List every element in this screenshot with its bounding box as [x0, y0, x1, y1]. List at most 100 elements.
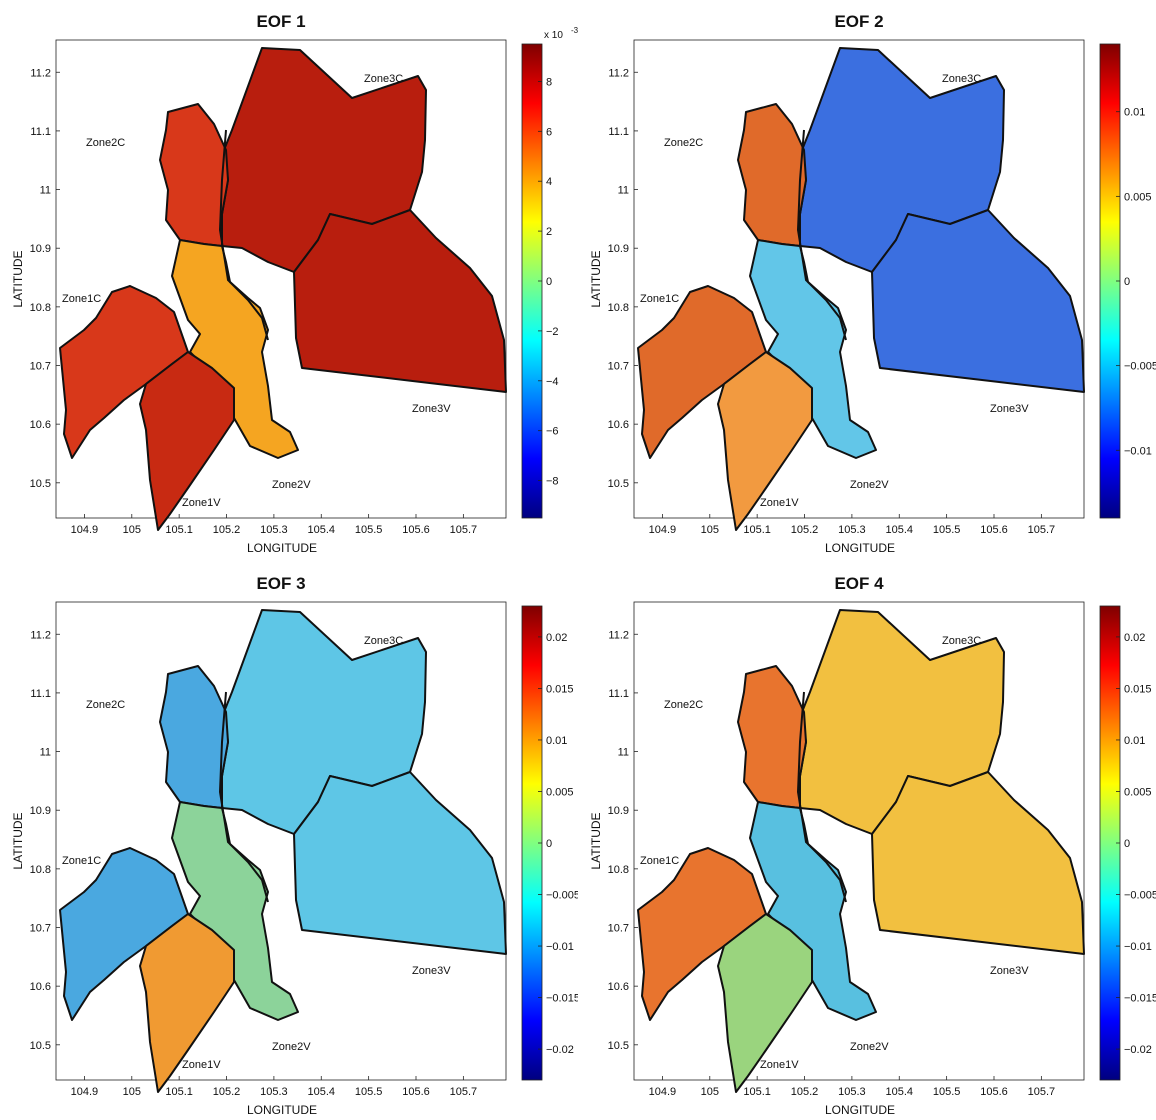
colorbar-tick-label: 0	[1124, 838, 1130, 850]
y-tick-label: 10.6	[608, 419, 629, 431]
zone-label: Zone1V	[182, 1059, 221, 1071]
colorbar-tick-label: 0.01	[546, 735, 567, 747]
colorbar-tick-label: −0.02	[546, 1044, 574, 1056]
y-tick-label: 10.9	[30, 805, 51, 817]
colorbar-tick-label: −8	[546, 476, 559, 488]
x-tick-label: 105.1	[743, 1086, 771, 1098]
x-tick-label: 105	[123, 1086, 141, 1098]
zone-label: Zone1C	[62, 855, 101, 867]
colorbar-tick-label: 0	[1124, 276, 1130, 288]
zone-region-east	[871, 771, 1085, 955]
eof-map-2: EOF 2 Zone3C Zone2C Zone1C Zone3V Zone2V Zone1…	[589, 12, 1156, 555]
zone-region-west	[737, 103, 807, 247]
zone-region-west	[159, 103, 229, 247]
eof-map-3: EOF 3 Zone3C Zone2C Zone1C Zone3V Zone2V Zone1…	[11, 574, 578, 1117]
x-tick-label: 105	[701, 1086, 719, 1098]
colorbar-tick-label: 6	[546, 126, 552, 138]
y-tick-label: 10.5	[608, 478, 629, 490]
y-tick-label: 11	[40, 185, 51, 197]
y-tick-label: 11.2	[30, 67, 51, 79]
zone-region-midwest	[749, 801, 877, 1021]
y-tick-label: 10.5	[608, 1040, 629, 1052]
zone-label: Zone1C	[640, 855, 679, 867]
colorbar-tick-label: 0.015	[1124, 683, 1152, 695]
colorbar-tick-label: −0.01	[1124, 941, 1152, 953]
zone-label: Zone3V	[412, 403, 451, 415]
zone-region-east	[293, 771, 507, 955]
y-tick-label: 10.7	[30, 923, 51, 935]
zone-region-south	[717, 913, 813, 1093]
y-tick-label: 10.5	[30, 478, 51, 490]
x-tick-label: 104.9	[649, 1086, 677, 1098]
x-tick-label: 105.4	[885, 524, 913, 536]
zone-region-south	[139, 351, 235, 531]
x-tick-label: 105.6	[980, 524, 1008, 536]
colorbar-tick-label: 0	[546, 838, 552, 850]
panel-title: EOF 3	[256, 574, 305, 593]
x-tick-label: 105.5	[933, 524, 961, 536]
y-axis-label: LATITUDE	[11, 250, 25, 307]
zone-label: Zone2C	[86, 699, 125, 711]
x-tick-label: 105.6	[402, 1086, 430, 1098]
panel-title: EOF 2	[834, 12, 883, 31]
x-tick-label: 105.6	[980, 1086, 1008, 1098]
colorbar-tick-label: 0.005	[1124, 786, 1152, 798]
axes-frame	[55, 601, 507, 1081]
panel-title: EOF 4	[834, 574, 884, 593]
y-tick-label: 10.8	[608, 864, 629, 876]
y-tick-label: 10.7	[608, 923, 629, 935]
y-tick-label: 11.1	[30, 688, 51, 700]
zone-label: Zone1C	[640, 293, 679, 305]
zone-label: Zone2C	[86, 137, 125, 149]
x-axis-label: LONGITUDE	[825, 541, 895, 555]
x-tick-label: 105.6	[402, 524, 430, 536]
y-tick-label: 10.7	[30, 361, 51, 373]
zone-label: Zone1C	[62, 293, 101, 305]
x-tick-label: 105.2	[791, 524, 819, 536]
x-tick-label: 105.5	[355, 524, 383, 536]
colorbar-tick-label: 0.01	[1124, 735, 1145, 747]
panel-title: EOF 1	[256, 12, 305, 31]
colorbar-tick-label: −0.02	[1124, 1044, 1152, 1056]
river-line	[796, 691, 847, 903]
x-tick-label: 105.4	[885, 1086, 913, 1098]
zone-label: Zone2C	[664, 137, 703, 149]
zone-label: Zone1V	[182, 497, 221, 509]
y-axis-label: LATITUDE	[589, 250, 603, 307]
x-tick-label: 104.9	[71, 1086, 99, 1098]
y-tick-label: 10.6	[30, 981, 51, 993]
x-tick-label: 105.3	[838, 524, 866, 536]
eof-panel-1: EOF 1 Zone3C Zone2C Zone1C Zone3V Zone2V Zone1…	[0, 0, 578, 558]
zone-label: Zone1V	[760, 497, 799, 509]
x-tick-label: 104.9	[71, 524, 99, 536]
y-tick-label: 11.1	[30, 126, 51, 138]
colorbar-tick-label: 2	[546, 226, 552, 238]
x-tick-label: 105.4	[307, 524, 335, 536]
y-tick-label: 10.9	[608, 243, 629, 255]
axes-frame	[633, 39, 1085, 519]
y-tick-label: 10.9	[608, 805, 629, 817]
colorbar-tick-label: 0.005	[546, 786, 574, 798]
x-tick-label: 105.7	[450, 1086, 478, 1098]
colorbar-tick-label: −2	[546, 326, 559, 338]
colorbar-tick-label: 0.02	[1124, 632, 1145, 644]
x-tick-label: 105.4	[307, 1086, 335, 1098]
zone-region-east	[293, 209, 507, 393]
zone-label: Zone2C	[664, 699, 703, 711]
colorbar-tick-label: −4	[546, 376, 559, 388]
colorbar-tick-label: −0.005	[546, 890, 578, 902]
colorbar-tick-label: −0.01	[1124, 445, 1152, 457]
x-tick-label: 105.7	[1028, 524, 1056, 536]
zone-region-west	[159, 665, 229, 809]
x-tick-label: 105.1	[165, 1086, 193, 1098]
x-tick-label: 104.9	[649, 524, 677, 536]
y-tick-label: 10.7	[608, 361, 629, 373]
x-tick-label: 105.2	[213, 1086, 241, 1098]
zone-label: Zone3C	[942, 73, 981, 85]
y-tick-label: 11	[618, 185, 629, 197]
x-tick-label: 105.7	[1028, 1086, 1056, 1098]
y-tick-label: 11.1	[608, 126, 629, 138]
y-tick-label: 10.5	[30, 1040, 51, 1052]
x-tick-label: 105.2	[213, 524, 241, 536]
x-axis-label: LONGITUDE	[247, 1103, 317, 1117]
